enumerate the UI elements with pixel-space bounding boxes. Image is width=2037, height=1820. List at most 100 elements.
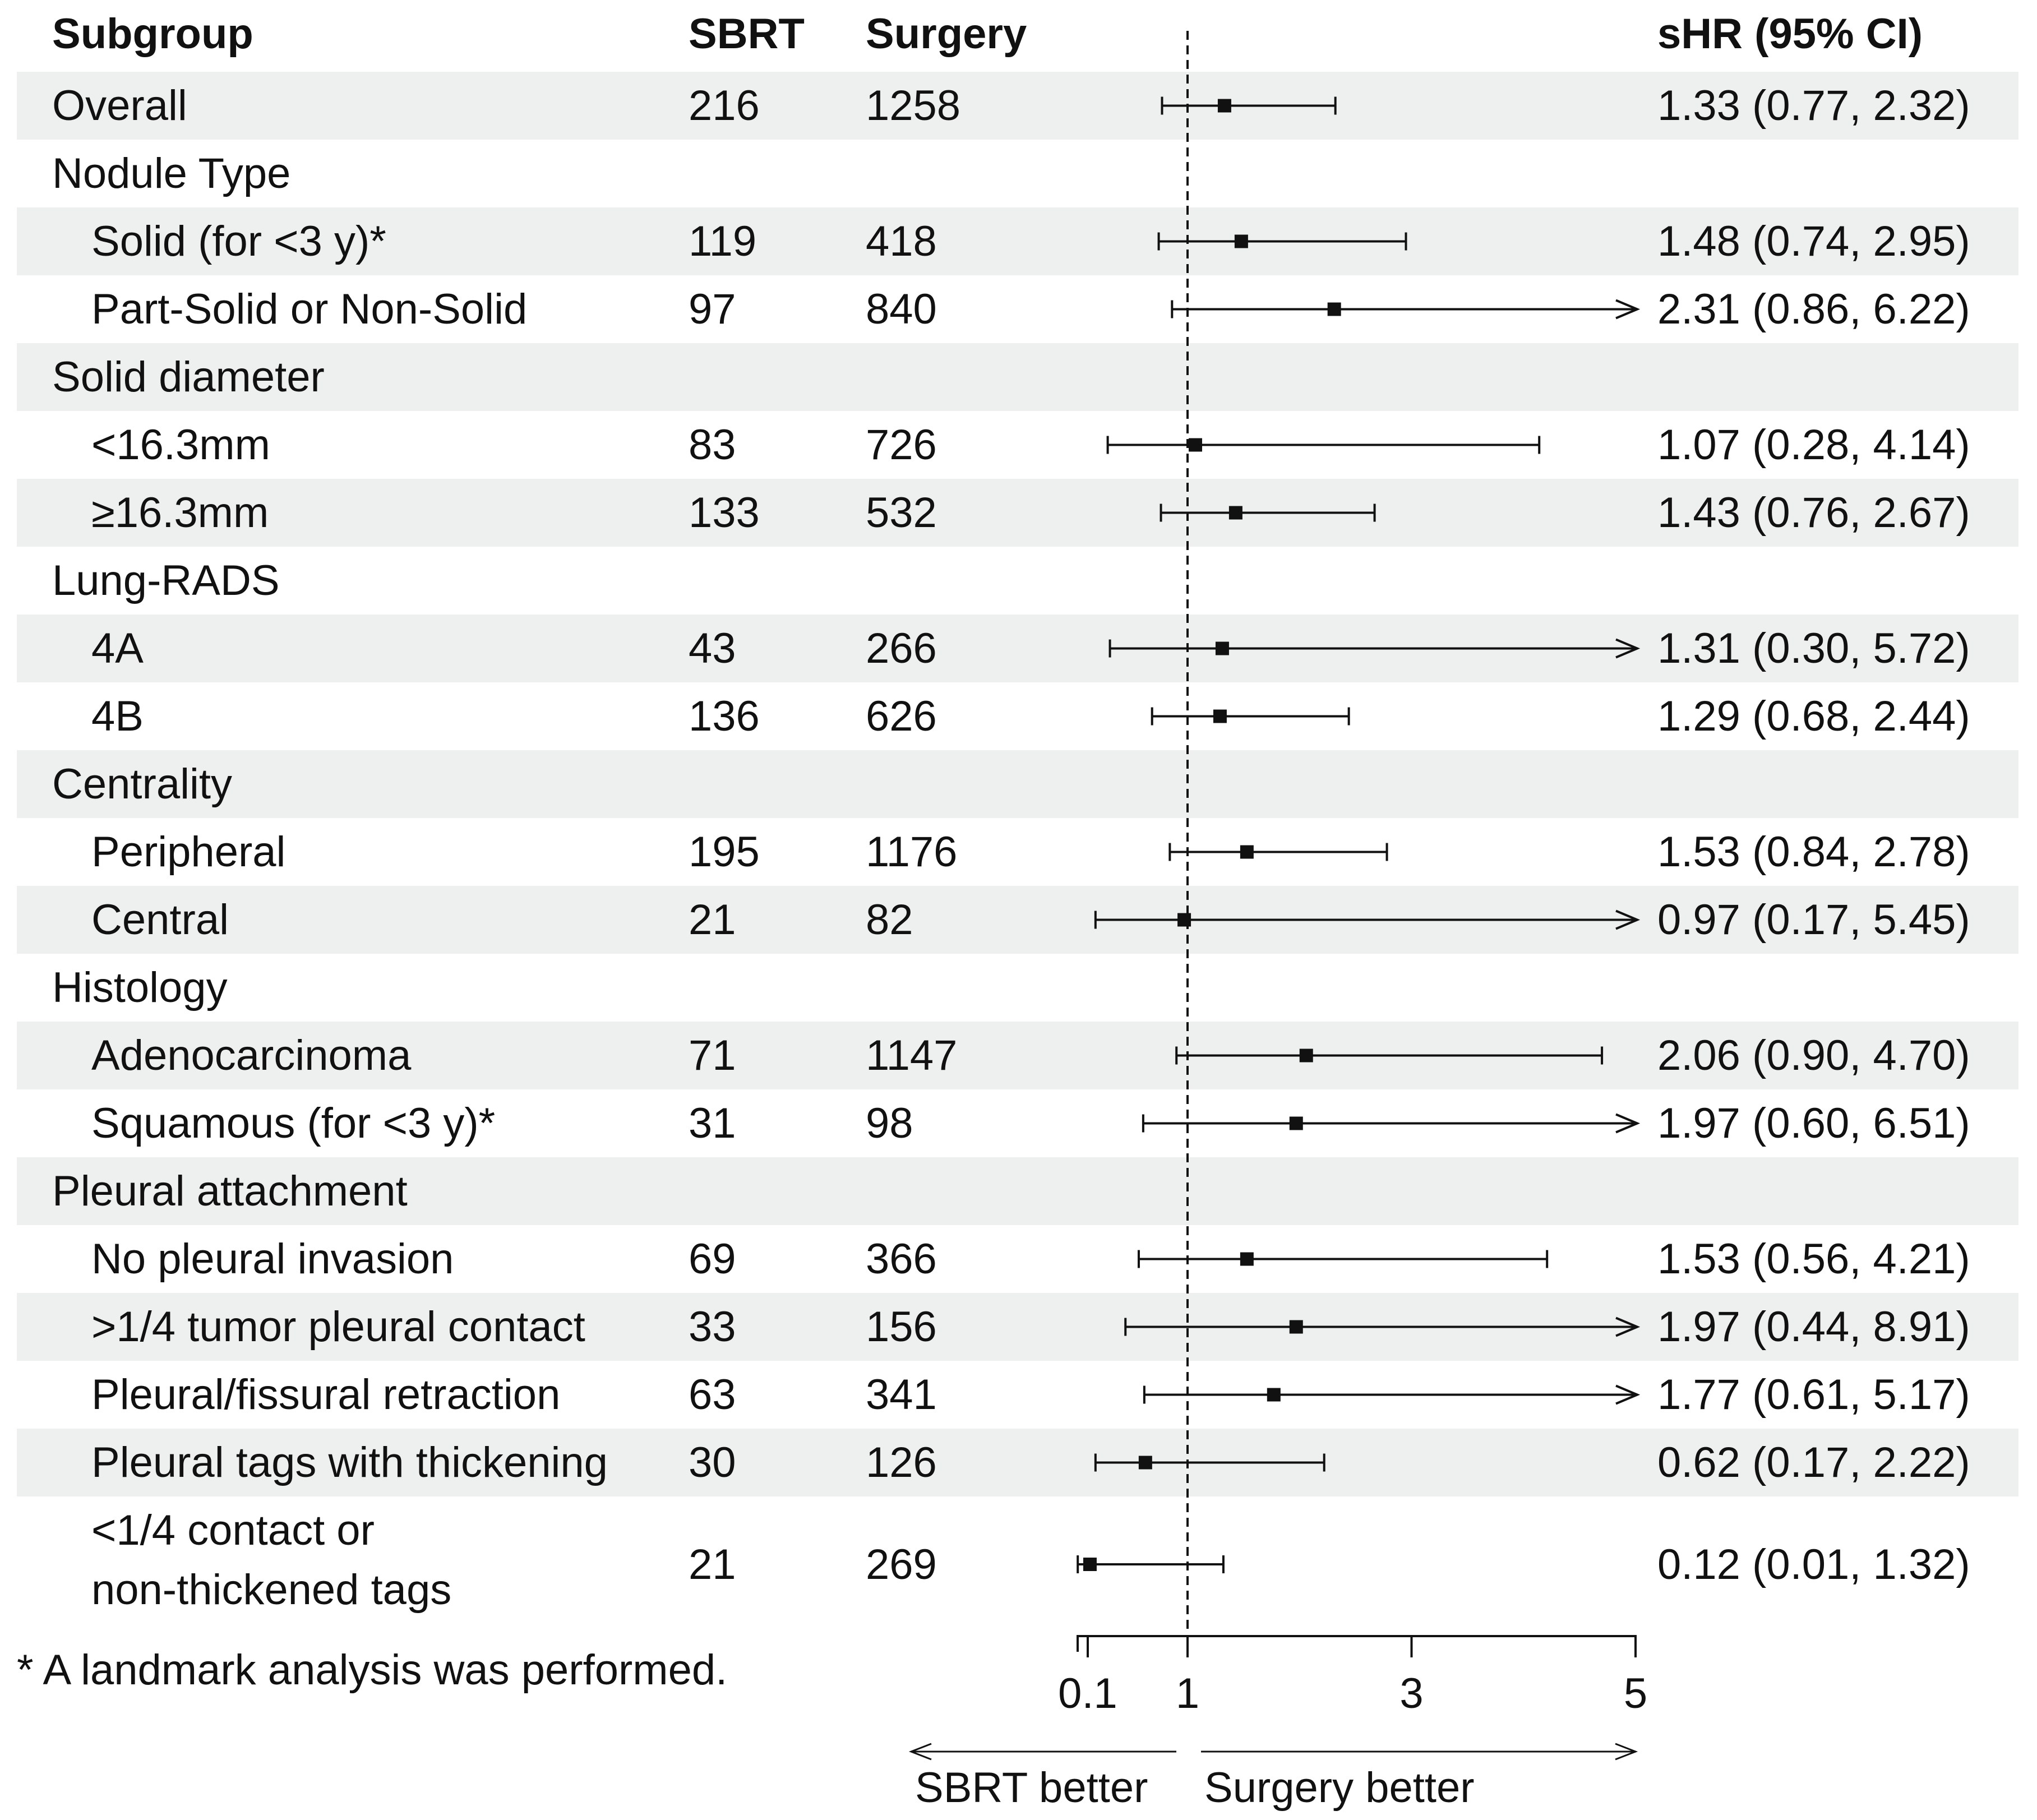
row-band — [17, 750, 2018, 818]
sbrt-count: 71 — [689, 1032, 736, 1079]
row-label-line: non-thickened tags — [91, 1566, 452, 1614]
point-estimate — [1267, 1388, 1281, 1402]
point-estimate — [1138, 1456, 1152, 1470]
header-sbrt: SBRT — [689, 10, 805, 58]
group-label: Overall — [52, 82, 187, 130]
footnote: * A landmark analysis was performed. — [17, 1646, 728, 1694]
row-label: Solid (for <3 y)* — [91, 218, 386, 265]
sbrt-count: 30 — [689, 1439, 736, 1486]
row-band — [17, 1293, 2018, 1361]
surgery-count: 126 — [866, 1439, 937, 1486]
x-tick-label: 1 — [1176, 1670, 1199, 1717]
row-label: >1/4 tumor pleural contact — [91, 1303, 585, 1351]
header-shr: sHR (95% CI) — [1657, 10, 1923, 58]
point-estimate — [1215, 641, 1229, 655]
sbrt-count: 21 — [689, 896, 736, 944]
row-label: ≥16.3mm — [91, 489, 269, 537]
surgery-count: 156 — [866, 1303, 937, 1351]
point-estimate — [1217, 99, 1231, 113]
point-estimate — [1234, 234, 1248, 248]
row-label: <16.3mm — [91, 421, 270, 469]
point-estimate — [1240, 845, 1254, 859]
point-estimate — [1228, 506, 1242, 520]
shr-ci-text: 2.06 (0.90, 4.70) — [1657, 1032, 1970, 1079]
row-label: 4A — [91, 625, 144, 672]
row-label: Peripheral — [91, 828, 286, 876]
ci-arrow — [1615, 1384, 1641, 1405]
point-estimate — [1299, 1048, 1313, 1063]
shr-ci-text: 1.77 (0.61, 5.17) — [1657, 1371, 1970, 1419]
row-band — [17, 886, 2018, 954]
shr-ci-text: 1.48 (0.74, 2.95) — [1657, 218, 1970, 265]
sbrt-better-arrowhead — [908, 1743, 932, 1761]
ci-arrow — [1615, 1113, 1641, 1134]
group-label: Pleural attachment — [52, 1167, 408, 1215]
surgery-count: 1258 — [866, 82, 961, 130]
surgery-better-label: Surgery better — [1204, 1764, 1475, 1812]
surgery-count: 82 — [866, 896, 913, 944]
point-estimate — [1083, 1558, 1097, 1571]
sbrt-count: 21 — [689, 1540, 736, 1588]
row-band — [17, 72, 2018, 140]
row-band — [17, 479, 2018, 547]
shr-ci-text: 1.31 (0.30, 5.72) — [1657, 625, 1970, 672]
shr-ci-text: 0.12 (0.01, 1.32) — [1657, 1540, 1970, 1588]
x-tick-label: 3 — [1399, 1670, 1423, 1717]
ci-arrow — [1615, 638, 1641, 659]
ci-arrow — [1615, 1317, 1641, 1337]
surgery-count: 269 — [866, 1540, 937, 1588]
sbrt-count: 83 — [689, 421, 736, 469]
ci-arrow — [1615, 299, 1641, 320]
sbrt-count: 195 — [689, 828, 760, 876]
row-label-line: <1/4 contact or — [91, 1507, 375, 1554]
group-label: Nodule Type — [52, 150, 291, 197]
surgery-count: 1176 — [866, 828, 958, 876]
sbrt-count: 69 — [689, 1235, 736, 1283]
header-surgery: Surgery — [866, 10, 1027, 58]
point-estimate — [1289, 1320, 1303, 1334]
row-band — [17, 343, 2018, 411]
point-estimate — [1327, 302, 1341, 316]
ci-arrow — [1615, 909, 1641, 930]
group-label: Centrality — [52, 760, 232, 808]
surgery-count: 266 — [866, 625, 937, 672]
shr-ci-text: 1.53 (0.84, 2.78) — [1657, 828, 1970, 876]
row-label: Part-Solid or Non-Solid — [91, 285, 528, 333]
surgery-count: 726 — [866, 421, 937, 469]
group-label: Lung-RADS — [52, 557, 280, 604]
x-tick-label: 0.1 — [1058, 1670, 1117, 1717]
row-label: Central — [91, 896, 229, 944]
x-tick-label: 5 — [1624, 1670, 1647, 1717]
row-label: 4B — [91, 692, 144, 740]
point-estimate — [1213, 709, 1227, 723]
row-label: Pleural tags with thickening — [91, 1439, 608, 1486]
sbrt-count: 31 — [689, 1100, 736, 1147]
sbrt-count: 43 — [689, 625, 736, 672]
shr-ci-text: 0.62 (0.17, 2.22) — [1657, 1439, 1970, 1486]
point-estimate — [1177, 913, 1191, 927]
sbrt-count: 33 — [689, 1303, 736, 1351]
surgery-count: 1147 — [866, 1032, 958, 1079]
shr-ci-text: 1.33 (0.77, 2.32) — [1657, 82, 1970, 130]
group-label: Solid diameter — [52, 353, 325, 401]
shr-ci-text: 2.31 (0.86, 6.22) — [1657, 285, 1970, 333]
shr-ci-text: 0.97 (0.17, 5.45) — [1657, 896, 1970, 944]
surgery-count: 840 — [866, 285, 937, 333]
header-subgroup: Subgroup — [52, 10, 253, 58]
row-label: Adenocarcinoma — [91, 1032, 412, 1079]
row-band — [17, 1157, 2018, 1225]
row-label: No pleural invasion — [91, 1235, 454, 1283]
row-label: Squamous (for <3 y)* — [91, 1100, 496, 1147]
row-band — [17, 615, 2018, 682]
sbrt-count: 136 — [689, 692, 760, 740]
row-band — [17, 1429, 2018, 1496]
surgery-count: 98 — [866, 1100, 913, 1147]
sbrt-count: 216 — [689, 82, 760, 130]
surgery-count: 418 — [866, 218, 937, 265]
point-estimate — [1289, 1116, 1303, 1130]
row-band — [17, 1022, 2018, 1089]
sbrt-count: 119 — [689, 218, 757, 265]
shr-ci-text: 1.53 (0.56, 4.21) — [1657, 1235, 1970, 1283]
shr-ci-text: 1.07 (0.28, 4.14) — [1657, 421, 1970, 469]
